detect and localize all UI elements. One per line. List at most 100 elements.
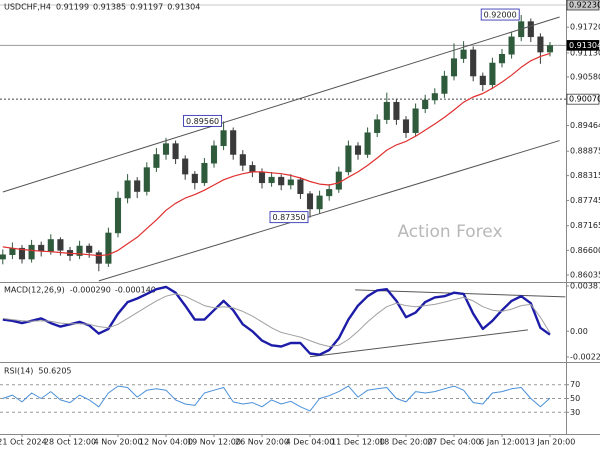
trendline xyxy=(309,329,528,358)
level-box xyxy=(566,40,600,51)
x-tick-label: 11 Dec 12:00 xyxy=(331,438,385,447)
candle-body xyxy=(422,99,429,109)
watermark: Action Forex xyxy=(397,222,502,242)
candle-body xyxy=(38,244,45,252)
candle-body xyxy=(249,165,256,173)
x-tick-label: 19 Nov 12:00 xyxy=(187,438,241,447)
candle-body xyxy=(460,49,467,59)
candle-body xyxy=(374,119,381,133)
trendline xyxy=(98,140,560,282)
candle-body xyxy=(9,247,16,255)
candle-body xyxy=(431,93,438,101)
y-tick-label: 0.87745 xyxy=(570,196,600,205)
candle-body xyxy=(162,143,170,155)
x-tick-label: 12 Nov 04:00 xyxy=(139,438,193,447)
annotation-box xyxy=(183,114,223,127)
candle-body xyxy=(306,193,314,210)
candle-body xyxy=(95,252,102,264)
panel-title: RSI(14) xyxy=(4,367,33,376)
candle-body xyxy=(86,245,93,253)
candle-body xyxy=(489,62,496,86)
header-value: -0.000140 xyxy=(115,286,156,295)
header-value: -0.000290 xyxy=(70,286,111,295)
y-tick-label: 70 xyxy=(570,380,580,389)
x-tick-label: 26 Nov 20:00 xyxy=(235,438,289,447)
candle-body xyxy=(124,180,131,199)
candle-body xyxy=(57,239,64,251)
y-tick-label: 0.88315 xyxy=(570,171,600,180)
panel-title: MACD(12,26,9) xyxy=(4,286,65,295)
panel-title: USDCHF,H4 xyxy=(4,3,51,12)
series-line xyxy=(2,52,551,257)
y-tick-label: 0.90580 xyxy=(570,72,600,81)
x-tick-label: 18 Dec 20:00 xyxy=(379,438,433,447)
annotation-box xyxy=(480,8,520,21)
y-tick-label: 50 xyxy=(570,394,580,403)
y-tick-label: 0.91130 xyxy=(570,48,600,57)
candle-body xyxy=(287,179,294,186)
candle-body xyxy=(268,176,275,184)
candle-body xyxy=(383,101,390,120)
x-tick-label: 21 Oct 2024 xyxy=(0,438,47,447)
y-tick-label: 0.88875 xyxy=(570,147,600,156)
header-value: 0.91199 xyxy=(56,3,89,12)
x-tick-label: 13 Jan 20:00 xyxy=(525,438,576,447)
candle-body xyxy=(479,75,486,86)
candle-body xyxy=(527,21,534,38)
candle-body xyxy=(364,132,371,155)
candle-body xyxy=(450,58,458,77)
candle-body xyxy=(278,176,285,186)
candle-body xyxy=(134,180,141,192)
candle-body xyxy=(0,254,6,260)
candle-body xyxy=(546,45,554,53)
annotation-label: 0.89560 xyxy=(186,117,219,126)
y-tick-label: 0.00 xyxy=(570,327,588,336)
candle-body xyxy=(326,189,333,197)
candle-body xyxy=(18,247,26,260)
candle-body xyxy=(470,49,477,77)
candle-body xyxy=(354,145,362,155)
x-tick-label: 28 Oct 12:00 xyxy=(44,438,96,447)
annotation-label: 0.92000 xyxy=(484,11,517,20)
level-box xyxy=(566,0,600,11)
candle-body xyxy=(47,239,54,252)
level-box xyxy=(566,93,600,105)
header-value: 50.6205 xyxy=(38,367,71,376)
x-tick-label: 4 Nov 20:00 xyxy=(94,438,143,447)
candle-body xyxy=(316,195,323,210)
candle-body xyxy=(76,245,83,256)
candle-body xyxy=(172,143,179,160)
y-tick-label: 0.91720 xyxy=(570,23,600,32)
candle-body xyxy=(508,36,515,55)
header-value: 0.91304 xyxy=(167,3,200,12)
y-tick-label: 0.87165 xyxy=(570,221,600,230)
level-label: 0.92230 xyxy=(569,1,600,10)
candle-body xyxy=(498,54,506,64)
header-value: 0.91385 xyxy=(93,3,126,12)
candle-body xyxy=(239,154,246,166)
candle-body xyxy=(402,119,410,133)
candle-body xyxy=(191,173,198,184)
level-label: 0.90070 xyxy=(569,95,600,104)
candle-body xyxy=(441,75,448,94)
candle-body xyxy=(297,179,304,194)
candle-body xyxy=(537,36,544,53)
candle-body xyxy=(210,145,218,164)
candle-body xyxy=(28,244,35,260)
candle-body xyxy=(220,130,227,147)
y-tick-label: 0.86600 xyxy=(570,246,600,255)
annotation-label: 0.87350 xyxy=(272,213,305,222)
y-tick-label: 30 xyxy=(570,408,580,417)
candle-body xyxy=(335,171,342,190)
candle-body xyxy=(412,108,419,133)
candle-body xyxy=(114,197,122,234)
header-value: 0.91197 xyxy=(130,3,163,12)
y-tick-label: 0.003873 xyxy=(570,282,600,291)
candle-body xyxy=(258,171,266,184)
series-line xyxy=(2,285,551,356)
candle-body xyxy=(182,158,189,175)
series-line xyxy=(2,385,551,412)
